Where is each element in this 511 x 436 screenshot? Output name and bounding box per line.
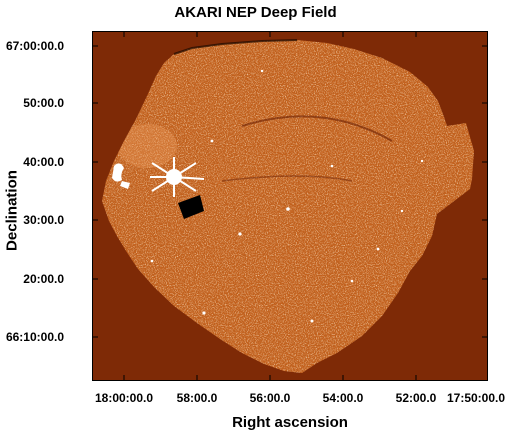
image-panel: 67:00:00.0 50:00.0 40:00.0 30:00.0 20:00… xyxy=(6,31,488,381)
saturated-star xyxy=(112,157,205,219)
y-tick-label: 40:00.0 xyxy=(23,155,64,169)
y-tick-label: 50:00.0 xyxy=(23,96,64,110)
x-tick-label: 52:00.0 xyxy=(395,391,437,405)
y-tick-label: 30:00.0 xyxy=(23,213,64,227)
x-tick-label: 17:50:00.0 xyxy=(446,391,506,405)
x-tick-label: 56:00.0 xyxy=(249,391,291,405)
x-axis-label: Right ascension xyxy=(232,414,348,431)
y-tick-label: 66:10:00.0 xyxy=(5,330,64,344)
figure-title: AKARI NEP Deep Field xyxy=(174,4,337,21)
plot-frame xyxy=(92,31,488,381)
point-sources xyxy=(150,69,424,323)
sky-image xyxy=(92,31,488,381)
x-tick-label: 58:00.0 xyxy=(176,391,218,405)
x-tick-label: 18:00:00.0 xyxy=(94,391,154,405)
y-axis-label: Declination xyxy=(3,170,21,251)
x-tick-label: 54:00.0 xyxy=(322,391,364,405)
y-tick-label: 67:00:00.0 xyxy=(5,39,64,53)
tick-marks xyxy=(92,31,488,381)
y-tick-label: 20:00.0 xyxy=(23,272,64,286)
